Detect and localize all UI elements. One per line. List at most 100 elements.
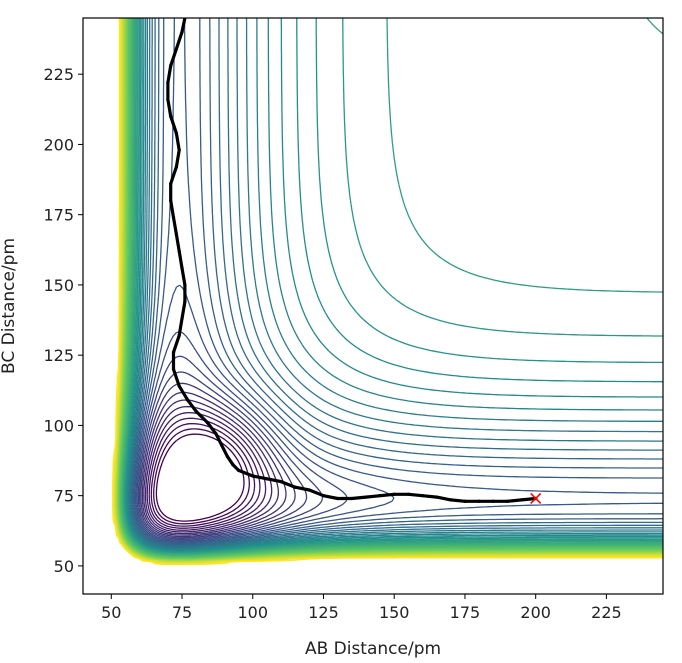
trajectory-point (166, 81, 170, 85)
x-tick-label: 150 (379, 603, 410, 622)
trajectory-point (519, 498, 524, 502)
x-tick-label: 75 (172, 603, 192, 622)
trajectory-point (251, 474, 255, 478)
trajectory-point (265, 477, 269, 481)
trajectory-point (180, 30, 184, 34)
contour-level-7 (143, 399, 280, 535)
trajectory-point (420, 494, 425, 498)
contour-level-20 (128, 18, 663, 549)
y-tick-label: 200 (43, 135, 74, 154)
plot-frame (82, 17, 664, 595)
trajectory-point (491, 499, 495, 503)
trajectory-point (169, 114, 173, 118)
y-axis-ticks: 50 75 100 125 150 175 200 225 (43, 65, 83, 576)
contour-level-3 (150, 422, 256, 527)
y-tick-label: 50 (54, 557, 74, 576)
trajectory-point (205, 421, 210, 425)
trajectory-point (166, 97, 170, 102)
contour-level-22 (127, 18, 663, 551)
x-axis-label: AB Distance/pm (305, 639, 441, 659)
trajectory-point (183, 283, 187, 287)
contour-level-8 (141, 391, 287, 536)
trajectory-point (477, 499, 481, 503)
trajectory-point (177, 249, 181, 253)
x-tick-label: 125 (308, 603, 339, 622)
contour-level-6 (144, 405, 273, 533)
trajectory-point (194, 409, 198, 413)
trajectory-line (166, 18, 538, 503)
x-tick-label: 175 (450, 603, 481, 622)
x-axis-ticks: 50 75 100 125 150 175 200 225 (101, 594, 622, 622)
contour-level-9 (140, 382, 296, 538)
contour-level-24 (125, 18, 663, 552)
x-tick-label: 225 (591, 603, 622, 622)
trajectory-point (171, 215, 176, 220)
trajectory-point (171, 367, 176, 371)
trajectory-point (186, 398, 190, 402)
contour-level-17 (131, 18, 663, 546)
trajectory-point (231, 463, 235, 467)
contour-level-48 (112, 18, 663, 566)
contour-level-12 (136, 330, 348, 541)
y-axis-label: BC Distance/pm (0, 238, 19, 374)
y-tick-label: 225 (43, 65, 74, 84)
trajectory-point (177, 333, 181, 338)
y-tick-label: 150 (43, 276, 74, 295)
trajectory-point (378, 494, 382, 498)
trajectory-point (321, 494, 326, 498)
contour-level-5 (146, 411, 267, 531)
contour-level-25 (125, 18, 663, 553)
contour-level-18 (130, 18, 663, 547)
trajectory-point (293, 485, 297, 489)
trajectory-point (225, 454, 229, 458)
contour-level-2 (153, 428, 250, 525)
trajectory-point (350, 496, 354, 501)
contour-level-19 (129, 18, 663, 548)
contour-level-23 (126, 18, 663, 551)
trajectory-point (177, 384, 181, 388)
trajectory-point (435, 495, 439, 499)
contour-level-10 (138, 371, 308, 539)
trajectory-point (449, 498, 453, 502)
trajectory-point (177, 148, 181, 152)
trajectory-point (174, 47, 178, 51)
trajectory-point (237, 468, 241, 472)
trajectory-point (171, 350, 176, 354)
contour-level-16 (132, 18, 663, 546)
y-tick-label: 175 (43, 206, 74, 225)
trajectory-point (463, 499, 467, 503)
y-tick-label: 125 (43, 346, 74, 365)
trajectory-point (169, 182, 173, 186)
contour-level-26 (124, 18, 663, 554)
contour-level-4 (148, 417, 261, 529)
trajectory-point (364, 495, 368, 499)
trajectory-point (406, 492, 410, 496)
y-tick-label: 100 (43, 416, 74, 435)
contour-level-14 (134, 18, 663, 544)
trajectory-point (174, 165, 178, 169)
end-point-marker (530, 492, 542, 505)
trajectory-point (180, 317, 184, 321)
x-tick-label: 200 (520, 603, 551, 622)
trajectory-point (169, 64, 173, 68)
trajectory-point (220, 443, 224, 447)
x-tick-label: 50 (101, 603, 121, 622)
contour-level-11 (137, 355, 324, 540)
x-tick-label: 100 (237, 603, 268, 622)
trajectory-point (279, 480, 283, 484)
trajectory-point (214, 432, 218, 436)
trajectory-point (183, 300, 187, 304)
contour-level-21 (127, 18, 663, 550)
trajectory-point (307, 488, 311, 492)
trajectory-point (336, 496, 340, 501)
trajectory-point (169, 199, 173, 203)
contour-level-15 (133, 18, 663, 545)
trajectory-point (174, 131, 178, 135)
trajectory-point (174, 232, 178, 236)
trajectory-point (505, 499, 509, 503)
contour-level-13 (135, 284, 395, 542)
y-tick-label: 75 (54, 487, 74, 506)
trajectory-point (180, 266, 184, 270)
potential-energy-contours (112, 18, 663, 566)
